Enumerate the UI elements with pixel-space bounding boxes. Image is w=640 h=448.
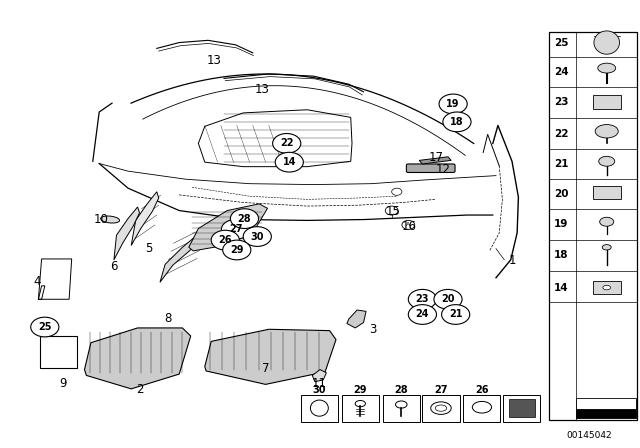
Text: 20: 20	[554, 189, 569, 198]
Circle shape	[275, 152, 303, 172]
Bar	[422, 395, 460, 422]
Text: 2: 2	[136, 383, 143, 396]
Text: 26: 26	[218, 235, 232, 245]
Ellipse shape	[599, 156, 615, 166]
Text: 14: 14	[282, 157, 296, 167]
Text: 19: 19	[446, 99, 460, 109]
Ellipse shape	[600, 217, 614, 226]
Bar	[593, 281, 621, 294]
Circle shape	[31, 317, 59, 337]
Polygon shape	[347, 310, 366, 328]
Circle shape	[230, 209, 259, 228]
Text: 21: 21	[449, 310, 463, 319]
Circle shape	[408, 305, 436, 324]
Bar	[40, 336, 77, 368]
Text: A: A	[406, 222, 410, 228]
Polygon shape	[419, 157, 451, 164]
Bar	[593, 186, 621, 199]
Text: 16: 16	[402, 220, 417, 233]
Ellipse shape	[100, 216, 120, 223]
Text: 00145042: 00145042	[566, 431, 612, 440]
Bar	[383, 395, 420, 422]
Text: 26: 26	[475, 385, 489, 395]
Text: 25: 25	[554, 38, 569, 47]
Text: 11: 11	[311, 376, 326, 390]
Polygon shape	[189, 204, 268, 251]
Text: 24: 24	[415, 310, 429, 319]
Text: 17: 17	[429, 151, 444, 164]
Text: 18: 18	[450, 117, 464, 127]
FancyBboxPatch shape	[406, 164, 455, 172]
Text: 30: 30	[250, 232, 264, 241]
Text: 19: 19	[554, 219, 568, 229]
Text: 4: 4	[33, 275, 41, 288]
Text: 29: 29	[230, 245, 244, 255]
Text: 30: 30	[312, 385, 326, 395]
Text: 28: 28	[394, 385, 408, 395]
Circle shape	[221, 220, 250, 239]
Text: 1: 1	[508, 254, 516, 267]
Text: 21: 21	[554, 159, 569, 168]
Text: 14: 14	[554, 283, 569, 293]
Text: 12: 12	[435, 163, 451, 176]
Text: 22: 22	[554, 129, 569, 138]
Text: 22: 22	[280, 138, 294, 148]
Bar	[593, 95, 621, 109]
Bar	[576, 398, 636, 409]
Text: 6: 6	[110, 260, 118, 273]
Text: 18: 18	[554, 250, 569, 260]
Text: 15: 15	[386, 205, 401, 218]
Polygon shape	[205, 329, 336, 384]
Polygon shape	[509, 399, 535, 417]
Text: 24: 24	[554, 67, 569, 77]
Text: 23: 23	[415, 294, 429, 304]
Circle shape	[408, 289, 436, 309]
Text: 28: 28	[237, 214, 252, 224]
Text: 29: 29	[353, 385, 367, 395]
Text: 13: 13	[207, 54, 222, 67]
Text: 10: 10	[93, 213, 109, 226]
Bar	[576, 400, 636, 418]
Text: 9: 9	[59, 376, 67, 390]
Text: 13: 13	[255, 83, 270, 96]
Circle shape	[442, 305, 470, 324]
Polygon shape	[131, 192, 159, 246]
Bar	[301, 395, 338, 422]
Polygon shape	[114, 207, 140, 260]
Ellipse shape	[598, 63, 616, 73]
Ellipse shape	[602, 245, 611, 250]
Text: 7: 7	[262, 362, 269, 375]
Bar	[549, 32, 637, 420]
Text: 23: 23	[554, 97, 569, 107]
Text: 25: 25	[38, 322, 52, 332]
Bar	[342, 395, 379, 422]
Circle shape	[243, 227, 271, 246]
Polygon shape	[312, 370, 326, 382]
Bar	[503, 395, 540, 422]
Ellipse shape	[594, 31, 620, 54]
Ellipse shape	[595, 125, 618, 138]
Text: 20: 20	[441, 294, 455, 304]
Circle shape	[439, 94, 467, 114]
Circle shape	[443, 112, 471, 132]
Text: 8: 8	[164, 312, 172, 326]
Circle shape	[434, 289, 462, 309]
Text: 5: 5	[145, 242, 152, 255]
Text: 27: 27	[434, 385, 448, 395]
Circle shape	[223, 240, 251, 260]
Circle shape	[211, 230, 239, 250]
Ellipse shape	[603, 285, 611, 290]
Polygon shape	[160, 233, 204, 282]
Text: 27: 27	[228, 224, 243, 234]
Circle shape	[273, 134, 301, 153]
Text: 3: 3	[369, 323, 376, 336]
Bar	[463, 395, 500, 422]
Polygon shape	[84, 328, 191, 389]
